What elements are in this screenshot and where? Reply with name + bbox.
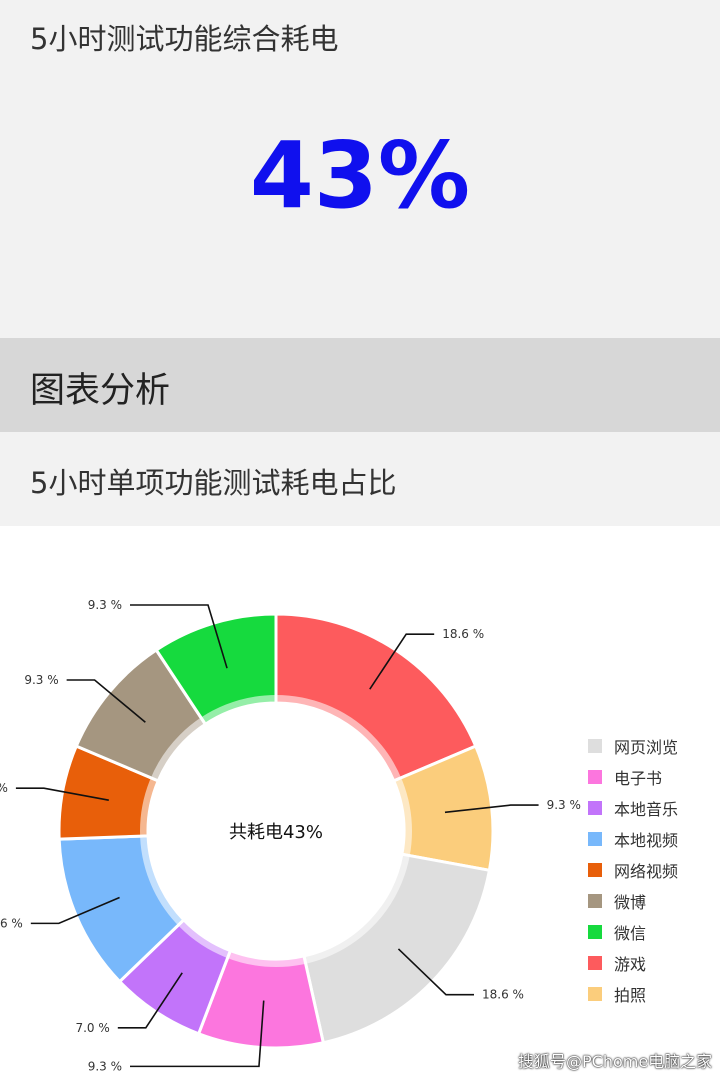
- slice-value-label: 7.0 %: [75, 1021, 109, 1035]
- legend-label: 本地音乐: [614, 799, 679, 819]
- slice-value-label: 9.3 %: [24, 673, 58, 687]
- legend-item: 微信: [588, 916, 678, 947]
- legend-label: 拍照: [614, 985, 647, 1005]
- legend-swatch: [588, 800, 602, 815]
- legend-label: 电子书: [614, 768, 663, 788]
- slice-leader-line: [66, 679, 146, 723]
- analysis-header: 图表分析: [0, 338, 720, 432]
- legend-swatch: [588, 893, 602, 908]
- legend-item: 网页浏览: [588, 730, 678, 761]
- slice-value-label: 11.6 %: [0, 916, 23, 930]
- slice-leader-line: [130, 604, 228, 669]
- slice-value-label: 9.3 %: [547, 798, 581, 812]
- legend-swatch: [588, 769, 602, 784]
- slice-value-label: 18.6 %: [442, 627, 484, 641]
- legend-label: 游戏: [614, 954, 647, 974]
- legend-item: 游戏: [588, 947, 678, 978]
- legend-item: 本地音乐: [588, 792, 678, 823]
- chart-subtitle: 5小时单项功能测试耗电占比: [30, 466, 397, 500]
- donut-center-label: 共耗电43%: [229, 822, 323, 843]
- legend-swatch: [588, 924, 602, 939]
- donut-inner-ring: [140, 695, 412, 967]
- slice-value-label: 9.3 %: [88, 1059, 122, 1073]
- slice-leader-line: [444, 804, 539, 814]
- legend-label: 微博: [614, 892, 647, 912]
- legend-item: 电子书: [588, 761, 678, 792]
- slice-leader-line: [369, 633, 435, 690]
- slice-value-label: 18.6 %: [482, 988, 524, 1002]
- overall-percent: 43%: [249, 122, 471, 229]
- chart-subtitle-section: 5小时单项功能测试耗电占比: [0, 432, 720, 526]
- slice-value-label: 7.0 %: [0, 781, 8, 795]
- slice-leader-line: [130, 1000, 265, 1068]
- donut-slice: [274, 612, 478, 783]
- overall-section: 5小时测试功能综合耗电 43%: [0, 0, 720, 338]
- legend-label: 网络视频: [614, 861, 679, 881]
- donut-slice: [302, 852, 492, 1045]
- legend-item: 拍照: [588, 978, 678, 1009]
- watermark: 搜狐号@PChome电脑之家: [518, 1052, 713, 1071]
- donut-slice: [154, 612, 278, 727]
- legend-label: 微信: [614, 923, 647, 943]
- legend-swatch: [588, 862, 602, 877]
- legend-swatch: [588, 955, 602, 970]
- legend-item: 微博: [588, 885, 678, 916]
- legend-label: 网页浏览: [614, 737, 679, 757]
- chart-section: 18.6 % 9.3 % 18.6 % 9.3 % 7.0 % 11.6 % 7.0 % 9.…: [0, 526, 720, 1080]
- chart-legend: 网页浏览电子书本地音乐本地视频网络视频微博微信游戏拍照: [588, 730, 678, 1009]
- slice-leader-line: [30, 896, 120, 925]
- overall-title: 5小时测试功能综合耗电: [30, 22, 339, 56]
- legend-swatch: [588, 831, 602, 846]
- slice-leader-line: [15, 787, 109, 801]
- legend-swatch: [588, 738, 602, 753]
- slice-leader-line: [397, 948, 474, 996]
- legend-item: 本地视频: [588, 823, 678, 854]
- donut-chart: 18.6 % 9.3 % 18.6 % 9.3 % 7.0 % 11.6 % 7.0 % 9.…: [0, 598, 581, 1073]
- legend-label: 本地视频: [614, 830, 679, 850]
- legend-swatch: [588, 986, 602, 1001]
- slice-value-label: 9.3 %: [88, 598, 122, 612]
- analysis-title: 图表分析: [30, 371, 171, 411]
- slice-leader-line: [117, 972, 183, 1029]
- legend-item: 网络视频: [588, 854, 678, 885]
